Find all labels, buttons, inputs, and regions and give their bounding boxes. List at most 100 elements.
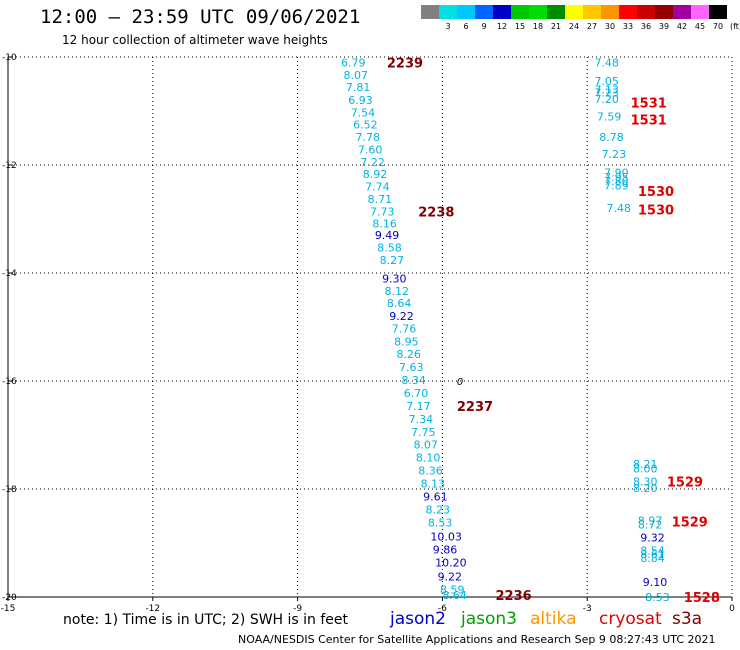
swh-value: 7.23 <box>594 87 619 100</box>
swh-value: 8.72 <box>638 519 663 532</box>
page-subtitle: 12 hour collection of altimeter wave hei… <box>62 33 328 47</box>
swh-value: 7.34 <box>409 413 434 426</box>
y-tick-label: -16 <box>2 377 17 387</box>
legend-jason2: jason2 <box>390 609 446 629</box>
swh-value: 8.10 <box>416 452 441 465</box>
color-swatch-label: 9 <box>481 22 487 31</box>
grid <box>8 57 732 597</box>
time-label: 1529 <box>667 475 703 490</box>
time-label: 2237 <box>457 400 493 415</box>
data-points: 6.798.077.816.937.546.527.787.607.228.92… <box>341 56 670 604</box>
swh-value: 9.22 <box>438 570 463 583</box>
color-swatch <box>709 5 727 19</box>
time-label: 1530 <box>638 203 674 218</box>
y-tick-label: -20 <box>2 593 17 603</box>
color-swatch-label: 12 <box>496 22 508 31</box>
swh-value: 6.70 <box>404 387 429 400</box>
swh-value: 7.73 <box>370 205 395 218</box>
y-tick-label: -10 <box>2 53 17 63</box>
swh-value: 8.12 <box>384 285 409 298</box>
legend-cryosat: cryosat <box>599 609 662 629</box>
swh-value: 7.20 <box>594 93 619 106</box>
swh-value: 8.34 <box>401 374 426 387</box>
color-swatch-label: 6 <box>463 22 469 31</box>
color-swatch <box>655 5 673 19</box>
time-label: 2239 <box>387 56 423 71</box>
swh-value: 9.49 <box>375 229 400 242</box>
swh-value: 8.95 <box>394 336 419 349</box>
color-swatch-label: 36 <box>640 22 652 31</box>
time-label: 1531 <box>631 114 667 129</box>
x-tick-label: -3 <box>583 604 592 614</box>
color-swatch-label: 24 <box>568 22 580 31</box>
swh-value: 8.78 <box>599 131 624 144</box>
color-swatch-label: 45 <box>694 22 706 31</box>
color-swatch <box>457 5 475 19</box>
swh-value: 7.81 <box>346 81 371 94</box>
color-swatch-label: 3 <box>445 22 451 31</box>
swh-value: 9.22 <box>389 310 414 323</box>
swh-value: 7.23 <box>602 148 627 161</box>
color-swatch-label: 15 <box>514 22 526 31</box>
swh-value: 9.61 <box>423 491 448 504</box>
swh-value: 8.30 <box>633 475 658 488</box>
swh-value: 8.20 <box>633 482 658 495</box>
color-swatch <box>673 5 691 19</box>
swh-value: 7.48 <box>607 202 632 215</box>
swh-value: 7.89 <box>604 180 629 193</box>
swh-value: 8.64 <box>442 589 467 602</box>
color-swatch-label: 33 <box>622 22 634 31</box>
swh-value: 8.58 <box>377 242 402 255</box>
swh-value: 8.61 <box>640 548 665 561</box>
swh-value: 8.71 <box>368 193 393 206</box>
swh-value: 8.13 <box>421 478 446 491</box>
marker-label: 0 <box>457 377 463 388</box>
swh-value: 7.54 <box>351 107 376 120</box>
swh-value: 9.30 <box>382 272 407 285</box>
swh-value: 6.93 <box>348 94 373 107</box>
time-label: 1529 <box>672 515 708 530</box>
tick-labels: -15 -12 -9 -6 -3 0 -10 -12 -14 -16 -18 -20 <box>1 53 735 614</box>
color-swatch <box>691 5 709 19</box>
swh-value: 8.97 <box>638 514 663 527</box>
axes <box>7 56 733 601</box>
time-label: 1528 <box>684 591 720 606</box>
swh-value: 8.59 <box>440 583 465 596</box>
swh-value: 8.07 <box>343 69 368 82</box>
color-swatch <box>511 5 529 19</box>
footer-credit: NOAA/NESDIS Center for Satellite Applica… <box>238 633 716 646</box>
swh-value: 7.59 <box>597 110 622 123</box>
swh-value: 8.21 <box>633 458 658 471</box>
color-swatch <box>529 5 547 19</box>
color-swatch-label: 70 <box>712 22 724 31</box>
swh-value: 9.86 <box>433 543 458 556</box>
x-tick-label: -15 <box>1 604 16 614</box>
legend-s3a: s3a <box>672 609 703 629</box>
swh-value: 7.95 <box>604 171 629 184</box>
color-swatch <box>421 5 439 19</box>
swh-value: 7.90 <box>604 167 629 180</box>
y-tick-label: -12 <box>2 161 17 171</box>
time-label: 1530 <box>638 185 674 200</box>
swh-value: 8.64 <box>387 297 412 310</box>
swh-value: 6.79 <box>341 56 366 69</box>
swh-value: 8.54 <box>640 545 665 558</box>
x-tick-label: -6 <box>438 604 447 614</box>
swh-value: 9.10 <box>643 576 668 589</box>
color-scale-unit: (ft) <box>729 22 740 31</box>
swh-value: 6.52 <box>353 119 378 132</box>
color-swatch <box>583 5 601 19</box>
color-swatch-label: 42 <box>676 22 688 31</box>
x-tick-label: -12 <box>145 604 160 614</box>
page-title: 12:00 – 23:59 UTC 09/06/2021 <box>40 6 361 28</box>
color-swatch-label: 30 <box>604 22 616 31</box>
color-swatch <box>601 5 619 19</box>
x-tick-label: -9 <box>293 604 302 614</box>
swh-value: 8.16 <box>372 217 397 230</box>
swh-value: 8.23 <box>426 504 451 517</box>
time-label: 1531 <box>631 96 667 111</box>
color-swatch <box>547 5 565 19</box>
time-labels: 2239 2238 2237 2236 1531 1531 1530 1530 1529 1529… <box>387 56 720 606</box>
swh-value: 8.00 <box>633 462 658 475</box>
